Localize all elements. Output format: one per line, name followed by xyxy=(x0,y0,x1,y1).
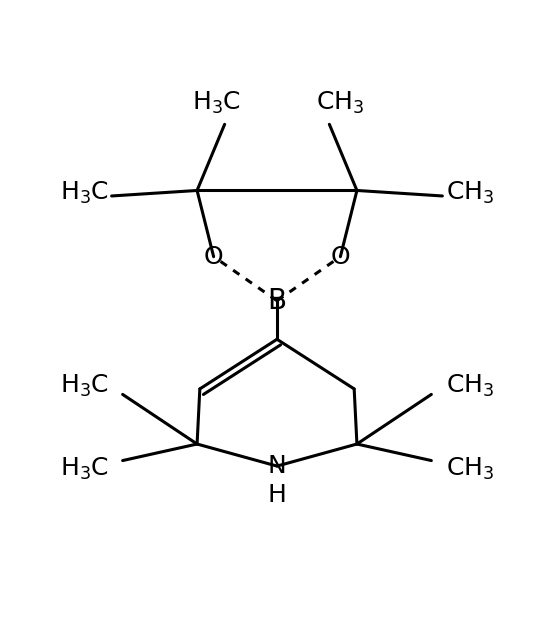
Text: $\mathregular{CH_3}$: $\mathregular{CH_3}$ xyxy=(446,180,494,206)
Text: $\mathregular{CH_3}$: $\mathregular{CH_3}$ xyxy=(316,90,365,116)
Text: B: B xyxy=(268,287,286,315)
Text: $\mathregular{CH_3}$: $\mathregular{CH_3}$ xyxy=(446,373,494,399)
Text: O: O xyxy=(204,244,223,269)
Text: $\mathregular{H_3C}$: $\mathregular{H_3C}$ xyxy=(60,180,109,206)
Text: O: O xyxy=(331,244,350,269)
Text: $\mathregular{H_3C}$: $\mathregular{H_3C}$ xyxy=(60,373,109,399)
Text: $\mathregular{H_3C}$: $\mathregular{H_3C}$ xyxy=(192,90,241,116)
Text: $\mathregular{CH_3}$: $\mathregular{CH_3}$ xyxy=(446,456,494,482)
Text: H: H xyxy=(268,483,286,507)
Text: N: N xyxy=(268,454,286,478)
Text: $\mathregular{H_3C}$: $\mathregular{H_3C}$ xyxy=(60,456,109,482)
